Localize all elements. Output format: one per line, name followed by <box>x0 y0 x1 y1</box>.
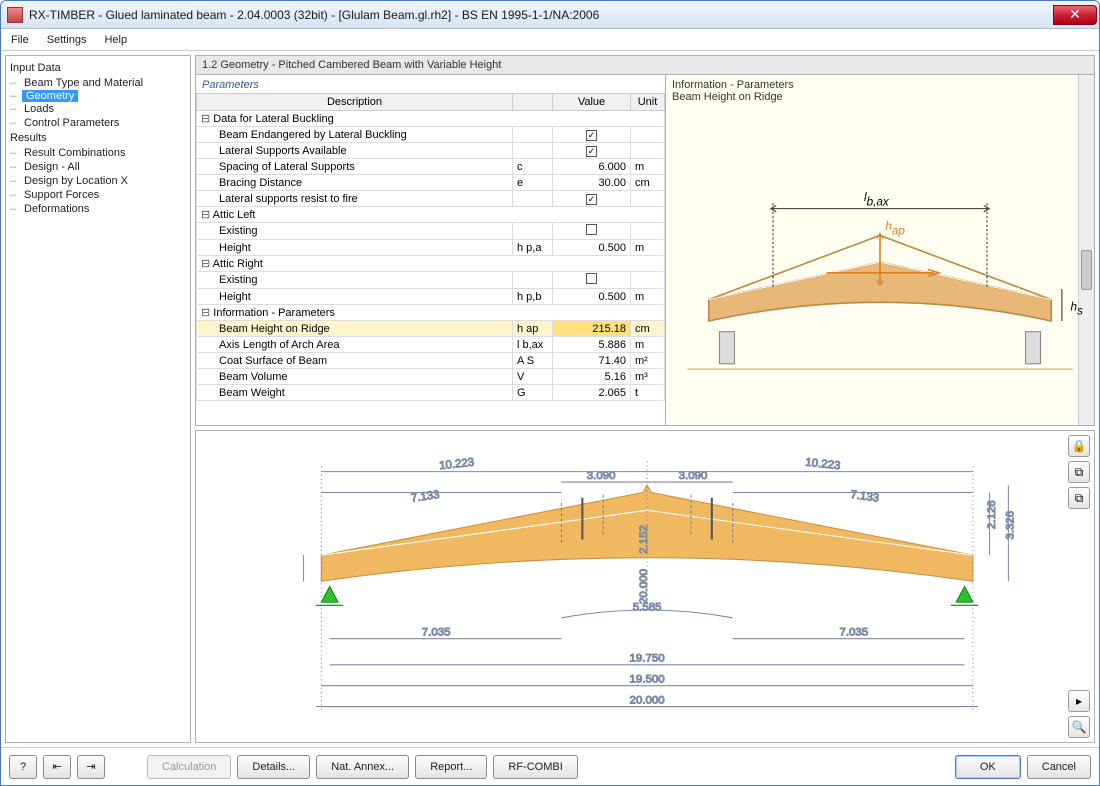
tree-loads[interactable]: Loads <box>22 102 188 116</box>
lock-icon[interactable]: 🔒 <box>1068 435 1090 457</box>
table-row[interactable]: Existing <box>197 272 665 289</box>
col-description: Description <box>197 94 513 111</box>
tree-design-loc[interactable]: Design by Location X <box>22 174 188 188</box>
parameters-panel: Parameters Description Value Unit Data f… <box>196 75 666 425</box>
tree-input-data: Input Data <box>10 62 188 74</box>
prev-button[interactable]: ⇤ <box>43 755 71 779</box>
cancel-button[interactable]: Cancel <box>1027 755 1091 779</box>
nav-tree: Input Data Beam Type and Material Geomet… <box>5 55 191 743</box>
menu-file[interactable]: File <box>7 32 33 48</box>
svg-text:hap: hap <box>885 220 905 237</box>
svg-text:3.090: 3.090 <box>587 470 616 482</box>
group-attic-left[interactable]: Attic Left <box>197 207 665 223</box>
table-row[interactable]: Bracing Distancee30.00cm <box>197 175 665 191</box>
svg-text:19.500: 19.500 <box>630 674 665 686</box>
combi-button[interactable]: RF-COMBI <box>493 755 577 779</box>
table-row[interactable]: Beam WeightG2.065t <box>197 385 665 401</box>
info-title: Information - Parameters <box>672 79 1088 91</box>
table-row-selected[interactable]: Beam Height on Ridgeh ap215.18cm <box>197 321 665 337</box>
menu-help[interactable]: Help <box>100 32 131 48</box>
svg-text:lb,ax: lb,ax <box>864 191 890 208</box>
beam-drawing: 10.223 10.223 7.133 7.133 3.090 3.090 2.… <box>195 430 1095 743</box>
svg-text:2.152: 2.152 <box>638 525 650 554</box>
ok-button[interactable]: OK <box>955 755 1021 779</box>
svg-text:10.223: 10.223 <box>805 457 841 473</box>
info-subtitle: Beam Height on Ridge <box>672 91 1088 103</box>
tree-design-all[interactable]: Design - All <box>22 160 188 174</box>
help-button[interactable]: ? <box>9 755 37 779</box>
svg-text:10.223: 10.223 <box>439 457 475 473</box>
table-row[interactable]: Beam VolumeV5.16m³ <box>197 369 665 385</box>
titlebar: RX-TIMBER - Glued laminated beam - 2.04.… <box>1 1 1099 29</box>
copy-icon[interactable]: ⧉ <box>1068 461 1090 483</box>
parameters-table[interactable]: Description Value Unit Data for Lateral … <box>196 93 665 425</box>
group-info[interactable]: Information - Parameters <box>197 305 665 321</box>
table-row[interactable]: Coat Surface of BeamA S71.40m² <box>197 353 665 369</box>
next-button[interactable]: ⇥ <box>77 755 105 779</box>
svg-text:7.035: 7.035 <box>839 627 868 639</box>
section-title: 1.2 Geometry - Pitched Cambered Beam wit… <box>195 55 1095 74</box>
tree-geometry[interactable]: Geometry <box>22 90 78 102</box>
zoom-icon[interactable]: 🔍 <box>1068 716 1090 738</box>
tree-deformations[interactable]: Deformations <box>22 202 188 216</box>
menubar: File Settings Help <box>1 29 1099 51</box>
svg-text:19.750: 19.750 <box>630 653 665 665</box>
svg-text:3.326: 3.326 <box>1005 511 1017 540</box>
paste-icon[interactable]: ⧉ <box>1068 487 1090 509</box>
view-icon[interactable]: ▸ <box>1068 690 1090 712</box>
col-symbol <box>513 94 553 111</box>
group-attic-right[interactable]: Attic Right <box>197 256 665 272</box>
tree-combos[interactable]: Result Combinations <box>22 146 188 160</box>
tree-beam-type[interactable]: Beam Type and Material <box>22 76 188 90</box>
col-unit: Unit <box>631 94 665 111</box>
table-row[interactable]: Lateral supports resist to fire✓ <box>197 191 665 207</box>
table-row[interactable]: Axis Length of Arch Areal b,ax5.886m <box>197 337 665 353</box>
tree-results: Results <box>10 132 188 144</box>
svg-text:20.000: 20.000 <box>638 569 650 604</box>
calculation-button[interactable]: Calculation <box>147 755 231 779</box>
svg-text:2.126: 2.126 <box>986 500 998 529</box>
table-row[interactable]: Spacing of Lateral Supportsc6.000m <box>197 159 665 175</box>
table-row[interactable]: Beam Endangered by Lateral Buckling✓ <box>197 127 665 143</box>
report-button[interactable]: Report... <box>415 755 487 779</box>
app-icon <box>7 7 23 23</box>
svg-text:3.090: 3.090 <box>679 470 708 482</box>
window-title: RX-TIMBER - Glued laminated beam - 2.04.… <box>29 8 1053 22</box>
svg-text:hs: hs <box>1070 300 1083 317</box>
info-panel: Information - Parameters Beam Height on … <box>666 75 1094 425</box>
svg-text:20.000: 20.000 <box>630 694 665 706</box>
svg-text:5.585: 5.585 <box>633 602 662 614</box>
table-row[interactable]: Heighth p,b0.500m <box>197 289 665 305</box>
group-lateral[interactable]: Data for Lateral Buckling <box>197 111 665 127</box>
col-value: Value <box>553 94 631 111</box>
svg-text:7.133: 7.133 <box>410 489 440 505</box>
table-row[interactable]: Existing <box>197 223 665 240</box>
details-button[interactable]: Details... <box>237 755 310 779</box>
svg-text:7.133: 7.133 <box>850 489 880 505</box>
table-row[interactable]: Heighth p,a0.500m <box>197 240 665 256</box>
footer: ? ⇤ ⇥ Calculation Details... Nat. Annex.… <box>1 747 1099 785</box>
tree-support-forces[interactable]: Support Forces <box>22 188 188 202</box>
tree-control[interactable]: Control Parameters <box>22 116 188 130</box>
svg-text:7.035: 7.035 <box>422 627 451 639</box>
annex-button[interactable]: Nat. Annex... <box>316 755 409 779</box>
info-diagram: hap lb,ax hs <box>666 107 1094 425</box>
close-button[interactable]: ✕ <box>1053 5 1097 25</box>
menu-settings[interactable]: Settings <box>43 32 91 48</box>
table-row[interactable]: Lateral Supports Available✓ <box>197 143 665 159</box>
parameters-label: Parameters <box>196 75 665 93</box>
